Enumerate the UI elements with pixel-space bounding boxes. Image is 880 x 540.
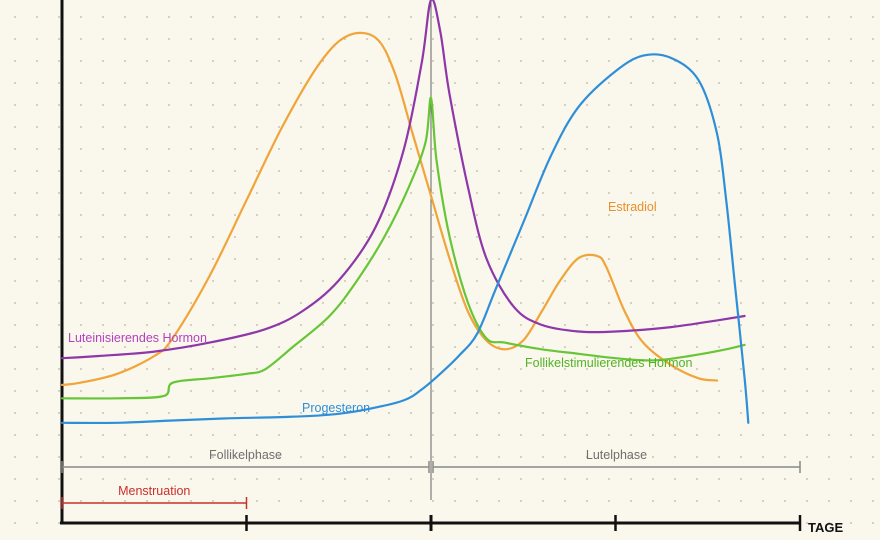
series-group [60,0,750,425]
x-axis-label: TAGE [808,520,843,535]
series-line-progesteron [60,53,750,425]
annotation-lh: Luteinisierendes Hormon [68,331,207,345]
series-line-luteinisierendes-hormon [60,0,746,360]
series-line-estradiol [60,31,719,386]
phase-label: Follikelphase [209,448,282,462]
phase-label: Lutelphase [586,448,647,462]
annotation-estradiol: Estradiol [608,200,657,214]
series-line-follikelstimulierendes-hormon [60,96,746,400]
annotation-progesteron: Progesteron [302,401,370,415]
x-ticks [245,515,802,531]
annotation-fsh: Follikelstimulierendes Hormon [525,356,692,370]
phase-label: Menstruation [118,484,190,498]
phase-group: Follikelphase Lutelphase Menstruation [61,448,801,509]
